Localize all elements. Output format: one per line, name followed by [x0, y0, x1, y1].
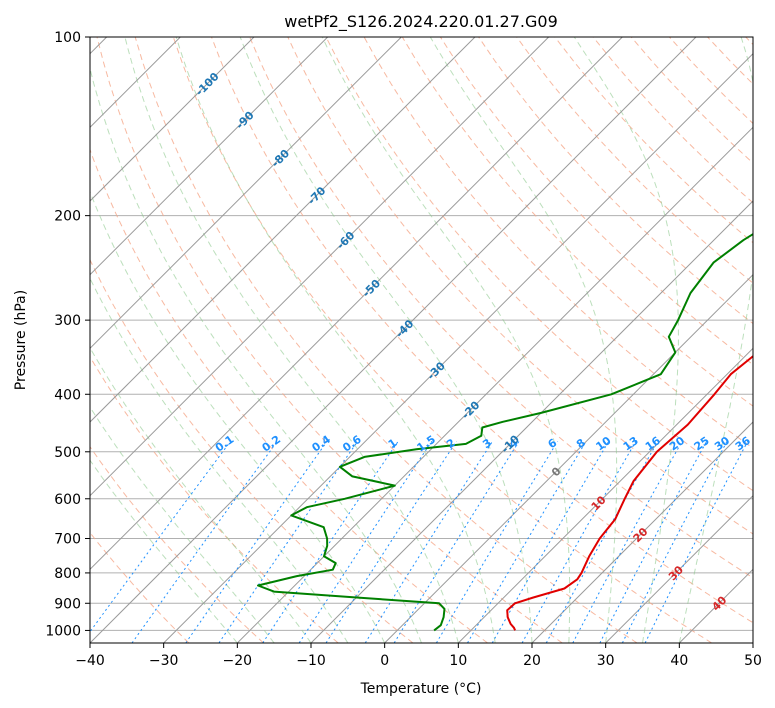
- isotherm: [310, 200, 753, 643]
- moist-adiabat: [429, 37, 618, 643]
- y-tick-label: 300: [54, 313, 81, 329]
- x-tick-label: 20: [523, 653, 541, 669]
- mixing-ratio-line: [599, 441, 708, 643]
- dry-adiabat: [211, 37, 753, 624]
- y-axis-label: Pressure (hPa): [13, 290, 29, 390]
- moist-adiabat: [90, 346, 312, 643]
- dry-adiabat: [516, 37, 753, 284]
- y-tick-label: 800: [54, 566, 81, 582]
- mixing-ratio-line: [325, 441, 457, 643]
- moist-adiabat: [321, 37, 571, 643]
- x-axis: −40 −30 −20 −10 0 10 20 30 40 50: [75, 643, 762, 669]
- y-axis: 1000 900 800 700 600 500 400 300 200 100: [45, 30, 90, 639]
- y-tick-label: 100: [54, 30, 81, 46]
- mixing-ratio-line: [364, 441, 493, 643]
- dry-adiabat: [96, 37, 563, 643]
- moist-adiabat: [90, 190, 386, 643]
- x-tick-label: −10: [296, 653, 326, 669]
- moist-adiabat: [573, 37, 679, 643]
- dry-adiabat: [90, 445, 264, 643]
- isotherm: [90, 37, 402, 350]
- plot-frame: [89, 36, 754, 644]
- isotherm: [384, 273, 753, 643]
- dry-adiabat: [172, 37, 712, 643]
- dry-adiabat: [134, 37, 638, 643]
- x-axis-label: Temperature (°C): [360, 681, 482, 697]
- x-tick-label: 40: [670, 653, 688, 669]
- y-tick-label: 500: [54, 445, 81, 461]
- x-tick-label: −30: [149, 653, 179, 669]
- background-lines: [90, 37, 753, 643]
- dry-adiabat: [249, 37, 753, 579]
- x-tick-label: 50: [744, 653, 762, 669]
- y-tick-label: 600: [54, 492, 81, 508]
- y-tick-label: 900: [54, 596, 81, 612]
- mixing-ratio-line: [393, 441, 520, 643]
- chart-title: wetPf2_S126.2024.220.01.27.G09: [284, 12, 558, 32]
- mixing-ratio-line: [90, 440, 231, 633]
- dewpoint-profile: [257, 232, 753, 632]
- x-tick-label: 0: [380, 653, 389, 669]
- mixing-ratio-line: [435, 441, 559, 643]
- isotherm: [163, 52, 753, 643]
- isotherm: [90, 37, 329, 276]
- dry-adiabat: [325, 37, 753, 492]
- temperature-profile: [506, 354, 753, 631]
- moist-adiabat: [678, 37, 753, 643]
- y-tick-label: 400: [54, 387, 81, 403]
- mixing-ratio-line: [131, 441, 278, 643]
- x-tick-label: −40: [75, 653, 105, 669]
- isotherm: [90, 37, 255, 202]
- isotherm: [236, 126, 753, 643]
- isotherm: [457, 347, 753, 643]
- y-tick-label: 700: [54, 532, 81, 548]
- y-tick-label: 1000: [45, 623, 81, 639]
- dry-adiabat: [90, 258, 414, 643]
- dry-adiabat: [287, 37, 753, 535]
- moist-adiabat: [90, 459, 238, 643]
- isotherm: [90, 37, 623, 571]
- moist-adiabat: [90, 277, 349, 643]
- isotherm: [90, 37, 550, 497]
- moist-adiabat: [239, 37, 533, 643]
- isotherm: [752, 642, 753, 643]
- isotherm: [605, 494, 753, 643]
- mixing-ratio-line: [262, 441, 399, 643]
- mixing-ratio-line: [298, 441, 433, 643]
- isotherm: [90, 37, 697, 643]
- isotherm: [531, 421, 753, 643]
- x-tick-label: 30: [597, 653, 615, 669]
- profile-lines: [257, 232, 753, 632]
- x-tick-label: −20: [223, 653, 253, 669]
- isotherm: [90, 37, 476, 423]
- plot-area: [90, 37, 753, 643]
- mixing-ratio-line: [621, 441, 728, 643]
- x-tick-label: 10: [449, 653, 467, 669]
- moist-adiabat: [175, 37, 496, 643]
- mixing-ratio-line: [572, 441, 683, 643]
- y-tick-label: 200: [54, 209, 81, 225]
- mixing-ratio-line: [644, 441, 749, 643]
